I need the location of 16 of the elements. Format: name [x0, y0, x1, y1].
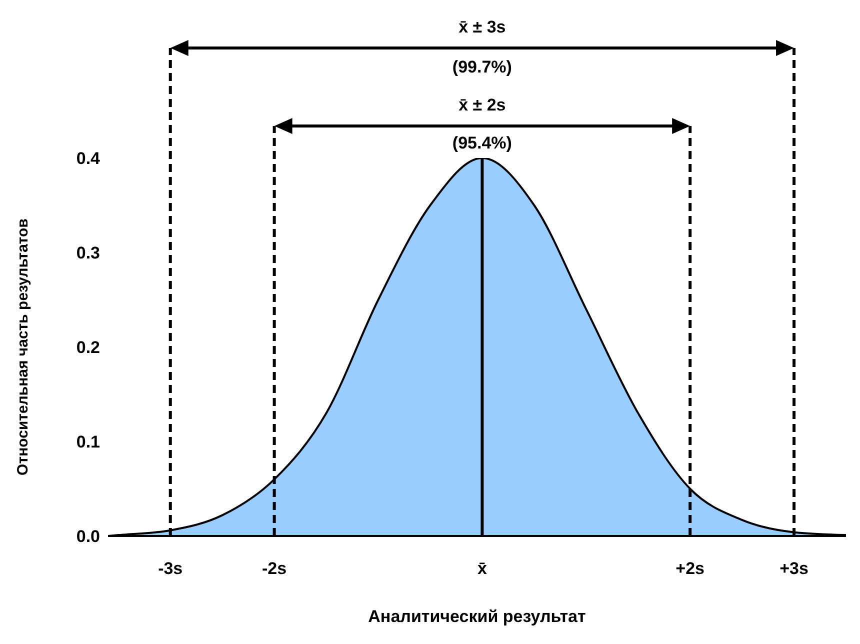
x-tick-label: +2s [676, 559, 705, 578]
x-axis-title: Аналитический результат [368, 607, 586, 626]
x-tick-label: -3s [158, 559, 183, 578]
x-tick-label: +3s [780, 559, 808, 578]
y-tick-label: 0.1 [76, 432, 100, 452]
x-tick-label: -2s [262, 559, 287, 578]
y-tick-label: 0.4 [76, 149, 101, 168]
y-tick-label: 0.0 [76, 527, 100, 546]
text: (99.7%) [452, 57, 512, 76]
text: (95.4%) [452, 133, 512, 152]
y-axis-title: Относительная часть результатов [14, 218, 32, 476]
text: x̄ ± 3s [458, 17, 506, 36]
text: x̄ ± 2s [458, 95, 506, 114]
y-tick-label: 0.3 [76, 244, 100, 263]
y-tick-label: 0.2 [76, 338, 100, 358]
x-tick-label: x̄ [477, 559, 488, 578]
